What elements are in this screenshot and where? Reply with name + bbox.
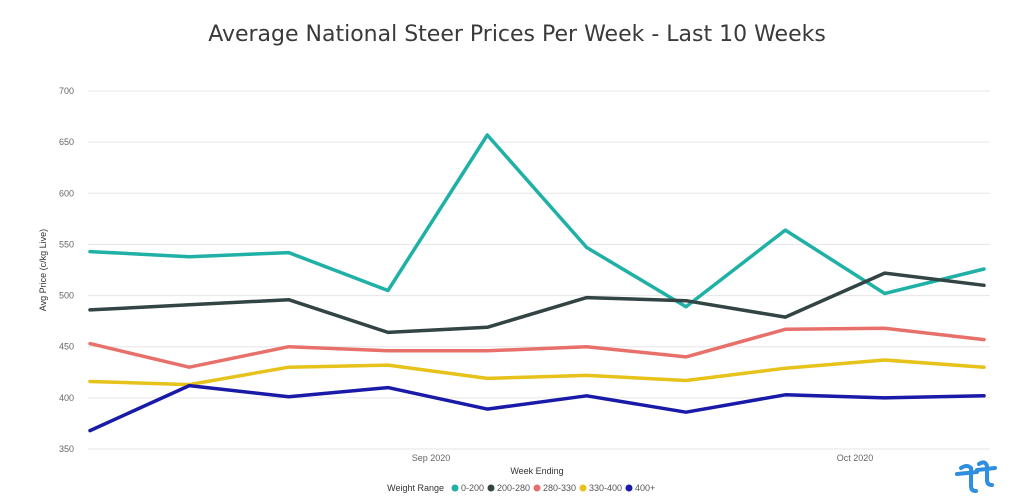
legend-item: 200-280 [497, 483, 530, 493]
legend-item: 0-200 [461, 483, 484, 493]
series-line [88, 271, 986, 335]
series-line [88, 133, 986, 309]
legend-swatch [625, 484, 633, 492]
y-tick-label: 400 [59, 393, 74, 403]
series-0-200 [88, 133, 986, 309]
x-tick-label: Oct 2020 [837, 453, 874, 463]
x-axis-label: Week Ending [510, 466, 563, 476]
legend-title: Weight Range [387, 483, 444, 493]
y-tick-label: 700 [59, 86, 74, 96]
series-line [88, 358, 986, 387]
legend-item: 400+ [635, 483, 655, 493]
legend: Weight Range 0-200 200-280 280-330 330-400 4… [387, 483, 655, 493]
series-line [88, 326, 986, 369]
legend-swatch [579, 484, 587, 492]
series-280-330 [88, 326, 986, 369]
x-axis-ticks: Sep 2020 Oct 2020 [412, 453, 874, 463]
legend-swatch [451, 484, 459, 492]
y-tick-label: 450 [59, 342, 74, 352]
y-tick-label: 650 [59, 137, 74, 147]
legend-item: 330-400 [589, 483, 622, 493]
legend-swatch [487, 484, 495, 492]
series-lines [88, 133, 986, 433]
y-tick-label: 600 [59, 188, 74, 198]
series-330-400 [88, 358, 986, 387]
legend-swatch [533, 484, 541, 492]
chart-title: Average National Steer Prices Per Week -… [208, 22, 826, 47]
y-tick-label: 500 [59, 291, 74, 301]
series-line [88, 383, 986, 433]
x-tick-label: Sep 2020 [412, 453, 451, 463]
y-tick-label: 550 [59, 239, 74, 249]
legend-item: 280-330 [543, 483, 576, 493]
y-axis-label: Avg Price (c/kg Live) [38, 229, 48, 311]
y-axis-ticks: 700 650 600 550 500 450 400 350 [59, 86, 74, 454]
series-400+ [88, 383, 986, 433]
y-tick-label: 350 [59, 444, 74, 454]
brand-logo-icon [955, 460, 997, 493]
series-200-280 [88, 271, 986, 335]
